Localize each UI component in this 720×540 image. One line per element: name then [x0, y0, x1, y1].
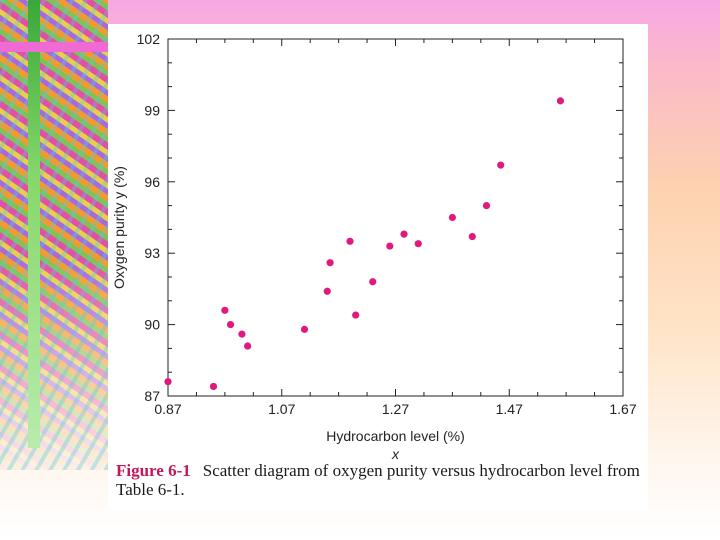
decorative-green-bar	[28, 0, 40, 448]
caption-text: Scatter diagram of oxygen purity versus …	[116, 461, 640, 499]
y-tick-label: 99	[144, 102, 160, 118]
data-point	[497, 161, 505, 169]
x-tick-label: 1.27	[382, 401, 409, 417]
data-point	[221, 306, 229, 314]
data-point	[209, 382, 218, 391]
x-tick-label: 1.47	[496, 401, 523, 417]
data-point	[556, 97, 565, 105]
y-axis-label: Oxygen purity y (%)	[111, 166, 127, 289]
data-point	[238, 330, 246, 338]
x-variable-label: x	[391, 446, 400, 462]
plot-frame	[167, 38, 624, 397]
y-tick-label: 87	[144, 388, 160, 404]
data-point	[244, 342, 252, 350]
x-axis-label: Hydrocarbon level (%)	[326, 428, 465, 444]
data-point	[369, 278, 377, 286]
x-tick-label: 0.87	[154, 401, 181, 417]
data-point	[300, 325, 309, 333]
y-tick-label: 90	[144, 317, 160, 333]
scatter-chart: 0.87 1.07 1.27 1.47 1.67 87 90 93 96 99 102 Hydroca…	[111, 31, 637, 462]
decorative-pink-bar	[0, 42, 108, 52]
figure-panel: 0.87 1.07 1.27 1.47 1.67 87 90 93 96 99 102 Hydroca…	[108, 24, 648, 510]
figure-label: Figure 6-1	[116, 461, 191, 480]
data-point	[468, 232, 476, 241]
data-point	[414, 240, 422, 248]
data-point	[482, 202, 491, 210]
figure-caption: Figure 6-1 Scatter diagram of oxygen puri…	[116, 461, 646, 499]
y-tick-label: 102	[137, 31, 161, 47]
x-tick-label: 1.07	[268, 401, 295, 417]
data-point	[323, 287, 331, 295]
x-tick-label: 1.67	[609, 401, 636, 417]
data-point	[226, 321, 235, 329]
data-point	[346, 237, 354, 245]
y-tick-label: 96	[144, 174, 160, 190]
data-point	[164, 378, 172, 386]
data-point	[448, 213, 456, 222]
data-point	[352, 311, 360, 319]
decorative-left-art	[0, 0, 108, 470]
data-point	[386, 242, 394, 250]
data-point	[326, 259, 334, 267]
data-point	[400, 230, 408, 238]
y-tick-label: 93	[144, 245, 160, 261]
